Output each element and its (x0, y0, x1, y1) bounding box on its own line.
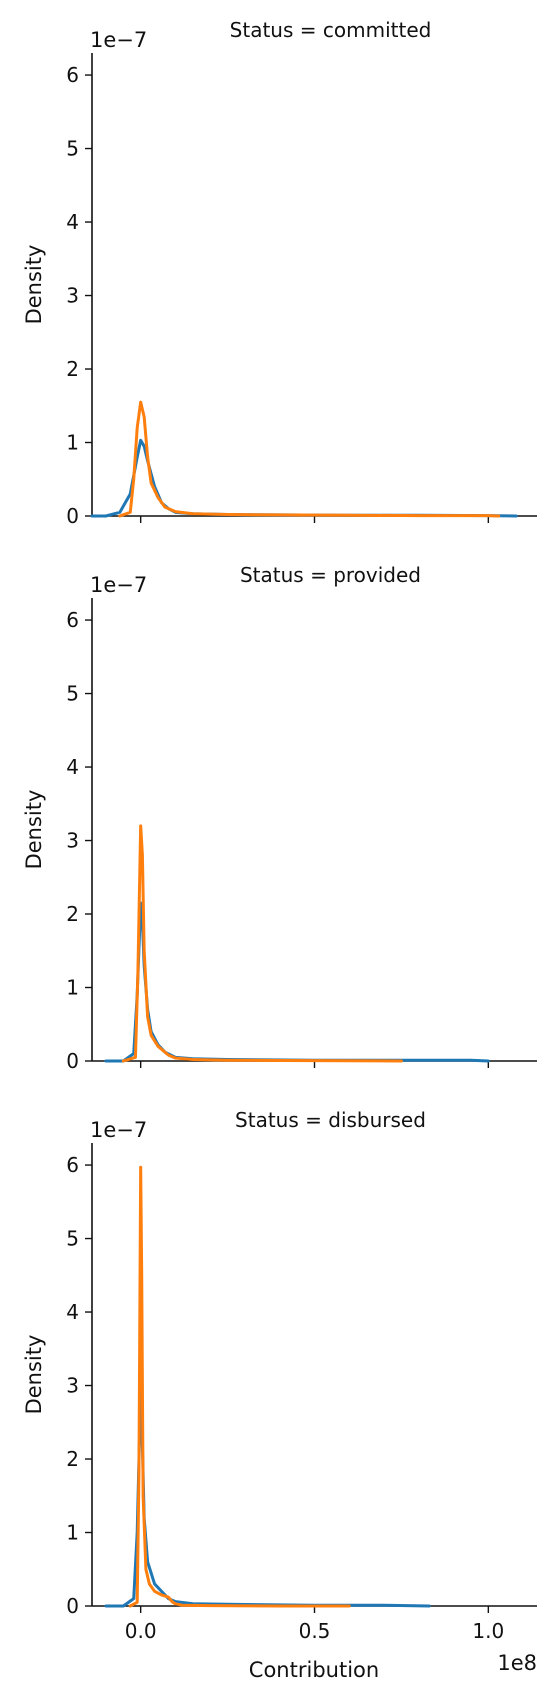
y-axis-label: Density (22, 245, 46, 325)
panel-title: Status = disbursed (235, 1108, 426, 1132)
kde-curve-series-1 (106, 1389, 429, 1606)
y-tick-label: 0 (66, 504, 79, 528)
y-tick-label: 6 (66, 1153, 79, 1177)
y-tick-label: 3 (66, 284, 79, 308)
kde-curve-series-2 (120, 402, 499, 516)
kde-curve-series-1 (92, 440, 516, 516)
y-tick-label: 0 (66, 1594, 79, 1618)
y-tick-label: 2 (66, 902, 79, 926)
y-tick-label: 3 (66, 829, 79, 853)
y-axis-label: Density (22, 1335, 46, 1415)
y-axis-label: Density (22, 790, 46, 870)
y-tick-label: 2 (66, 357, 79, 381)
x-offset-label: 1e8 (497, 1651, 537, 1675)
y-tick-label: 4 (66, 755, 79, 779)
y-tick-label: 4 (66, 1300, 79, 1324)
kde-curve-series-2 (123, 826, 401, 1061)
kde-curve-series-2 (130, 1167, 349, 1606)
y-tick-label: 1 (66, 976, 79, 1000)
y-tick-label: 1 (66, 431, 79, 455)
x-tick-label: 0.5 (299, 1619, 331, 1643)
y-offset-label: 1e−7 (90, 28, 147, 52)
y-tick-label: 1 (66, 1521, 79, 1545)
x-tick-label: 0.0 (125, 1619, 157, 1643)
kde-curve-series-1 (106, 903, 488, 1061)
y-offset-label: 1e−7 (90, 573, 147, 597)
y-tick-label: 5 (66, 682, 79, 706)
panel-title: Status = provided (240, 563, 421, 587)
y-tick-label: 6 (66, 63, 79, 87)
y-tick-label: 5 (66, 137, 79, 161)
x-tick-label: 1.0 (472, 1619, 504, 1643)
y-tick-label: 5 (66, 1227, 79, 1251)
y-tick-label: 3 (66, 1374, 79, 1398)
y-tick-label: 4 (66, 210, 79, 234)
y-tick-label: 0 (66, 1049, 79, 1073)
y-offset-label: 1e−7 (90, 1118, 147, 1142)
panel-title: Status = committed (230, 18, 432, 42)
x-axis-label: Contribution (249, 1658, 379, 1682)
y-tick-label: 2 (66, 1447, 79, 1471)
y-tick-label: 6 (66, 608, 79, 632)
